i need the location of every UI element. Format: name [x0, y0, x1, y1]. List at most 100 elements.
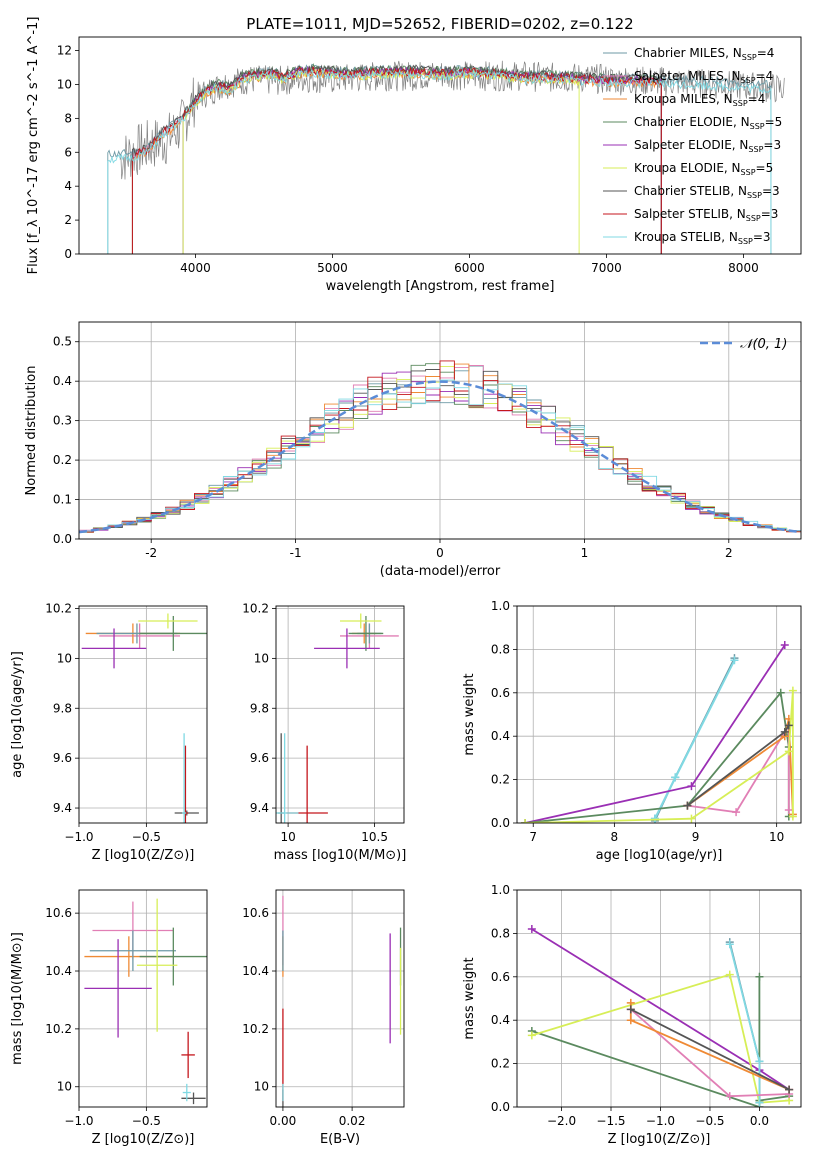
x-tick-label: 8000 — [728, 261, 759, 275]
weight-marker — [527, 1031, 536, 1040]
y-tick-label: 8 — [64, 111, 72, 125]
y-tick-label: 9.4 — [250, 801, 269, 815]
grid — [276, 890, 404, 1107]
plot-area — [521, 641, 797, 823]
x-tick-label: -2 — [145, 546, 157, 560]
weight-marker — [788, 686, 797, 695]
errorbar-point — [89, 930, 177, 972]
grid — [276, 606, 404, 823]
y-tick-label: 9.8 — [53, 701, 72, 715]
x-tick-label: −1.5 — [596, 1114, 625, 1128]
weight-marker — [521, 819, 530, 823]
axes-frame — [78, 605, 208, 824]
legend-subscript: SSP — [747, 191, 762, 200]
errorbar-point — [99, 623, 181, 649]
x-tick-label: 9 — [692, 830, 700, 844]
x-tick-label: 5000 — [317, 261, 348, 275]
errorbar-point — [139, 615, 207, 651]
y-tick-label: 0.2 — [53, 453, 72, 467]
legend-label: Salpeter STELIB, NSSP=3 — [634, 207, 778, 223]
axes-frame — [78, 36, 802, 255]
legend-label: Kroupa STELIB, NSSP=3 — [634, 230, 771, 246]
weight-marker — [527, 925, 536, 934]
x-axis-label: Z [log10(Z/Z⊙)] — [92, 1132, 195, 1147]
axes-frame — [275, 889, 405, 1108]
errorbar-point — [136, 898, 178, 1032]
plot-area — [81, 613, 207, 823]
x-tick-label: 4000 — [180, 261, 211, 275]
y-tick-label: 0.0 — [491, 816, 510, 830]
y-axis-label: age [log10(age/yr)] — [10, 651, 25, 778]
y-tick-label: 0.1 — [53, 493, 72, 507]
weight-marker — [755, 1057, 764, 1066]
y-tick-label: 0.0 — [53, 532, 72, 546]
y-tick-label: 6 — [64, 145, 72, 159]
y-tick-label: 4 — [64, 179, 72, 193]
x-axis-label: wavelength [Angstrom, rest frame] — [326, 279, 555, 294]
weight-marker — [626, 1016, 635, 1025]
y-tick-label: 0.0 — [491, 1100, 510, 1114]
y-tick-label: 10 — [254, 1080, 269, 1094]
x-tick-label: 10 — [280, 830, 295, 844]
x-axis-label: mass [log10(M/M⊙)] — [274, 848, 407, 863]
legend-subscript: SSP — [742, 53, 757, 62]
weight-marker — [687, 782, 696, 791]
x-axis-label: (data-model)/error — [380, 564, 501, 579]
weight-marker — [776, 688, 785, 697]
x-axis-label: Z [log10(Z/Z⊙)] — [92, 848, 195, 863]
x-tick-label: 7000 — [591, 261, 622, 275]
legend-label: Salpeter MILES, NSSP=4 — [634, 69, 773, 85]
weight-marker — [725, 1092, 734, 1101]
legend-label: Salpeter ELODIE, NSSP=3 — [634, 138, 781, 154]
legend-nssp: =4 — [756, 69, 774, 83]
axes: −1.0 −0.5 9.4 9.6 9.8 10 10.2 Z [log10(Z/Z⊙)] ag… — [10, 601, 208, 863]
figure-title: PLATE=1011, MJD=52652, FIBERID=0202, z=0… — [246, 15, 633, 33]
x-axis-label: Z [log10(Z/Z⊙)] — [608, 1132, 711, 1147]
x-tick-label: 10.5 — [361, 830, 388, 844]
y-tick-label: 1.0 — [491, 883, 510, 897]
axes: 7 8 9 10 0.0 0.2 0.4 0.6 0.8 1.0 age [log10(age/yr… — [462, 599, 802, 863]
x-tick-label: −1.0 — [64, 1114, 93, 1128]
plot-area — [276, 613, 399, 823]
legend-nssp: =3 — [753, 230, 771, 244]
axes: −1.0 −0.5 10 10.2 10.4 10.6 Z [log10(Z/Z⊙)] mas… — [10, 889, 208, 1147]
weight-marker — [725, 970, 734, 979]
legend-label: Kroupa ELODIE, NSSP=5 — [634, 161, 773, 177]
errorbar-point — [81, 628, 147, 669]
errorbar-point — [182, 733, 187, 823]
legend: Chabrier MILES, NSSP=4 Salpeter MILES, NS… — [603, 46, 782, 246]
weight-marker — [784, 805, 793, 814]
errorbar-point — [276, 733, 299, 823]
y-tick-label: 9.6 — [250, 751, 269, 765]
y-tick-label: 0.3 — [53, 414, 72, 428]
legend-nssp: =5 — [765, 115, 783, 129]
legend-subscript: SSP — [738, 237, 753, 246]
legend-nssp: =3 — [763, 138, 781, 152]
errorbar-point — [181, 1092, 206, 1105]
grid — [78, 606, 207, 823]
x-tick-label: 2 — [725, 546, 733, 560]
weight-marker — [780, 641, 789, 650]
x-tick-label: 0.02 — [339, 1114, 366, 1128]
errorbar-point — [139, 927, 207, 986]
legend-subscript: SSP — [741, 168, 756, 177]
weight-line-chabrier-stelib — [630, 1008, 790, 1091]
y-tick-label: 10 — [254, 651, 269, 665]
axes: -2 -1 0 1 2 0.0 0.1 0.2 0.3 0.4 0.5 (data-model)/er… — [24, 321, 802, 579]
weight-marker — [671, 773, 680, 782]
weight-marker — [788, 812, 797, 821]
errorbar-point — [348, 615, 384, 651]
y-tick-label: 10.2 — [242, 1022, 269, 1036]
axes: 4000 5000 6000 7000 8000 0 2 4 6 8 10 12 wavelength … — [26, 17, 802, 294]
y-tick-label: 10.4 — [45, 964, 72, 978]
panel-mass_weight_vs_Z: −2.0 −1.5 −1.0 −0.5 0.0 0.0 0.2 0.4 0.6 0.8 1.0 Z [… — [462, 883, 802, 1147]
legend-nssp: =5 — [756, 161, 774, 175]
x-axis-label: E(B-V) — [320, 1132, 360, 1147]
plot-area — [527, 925, 794, 1107]
plot-area — [107, 60, 785, 254]
errorbar-point — [182, 1083, 191, 1102]
weight-line-kroupa-stelib — [728, 944, 761, 1103]
plot-area — [282, 895, 402, 1107]
legend-label: Chabrier STELIB, NSSP=3 — [634, 184, 780, 200]
y-tick-label: 0.8 — [491, 926, 510, 940]
